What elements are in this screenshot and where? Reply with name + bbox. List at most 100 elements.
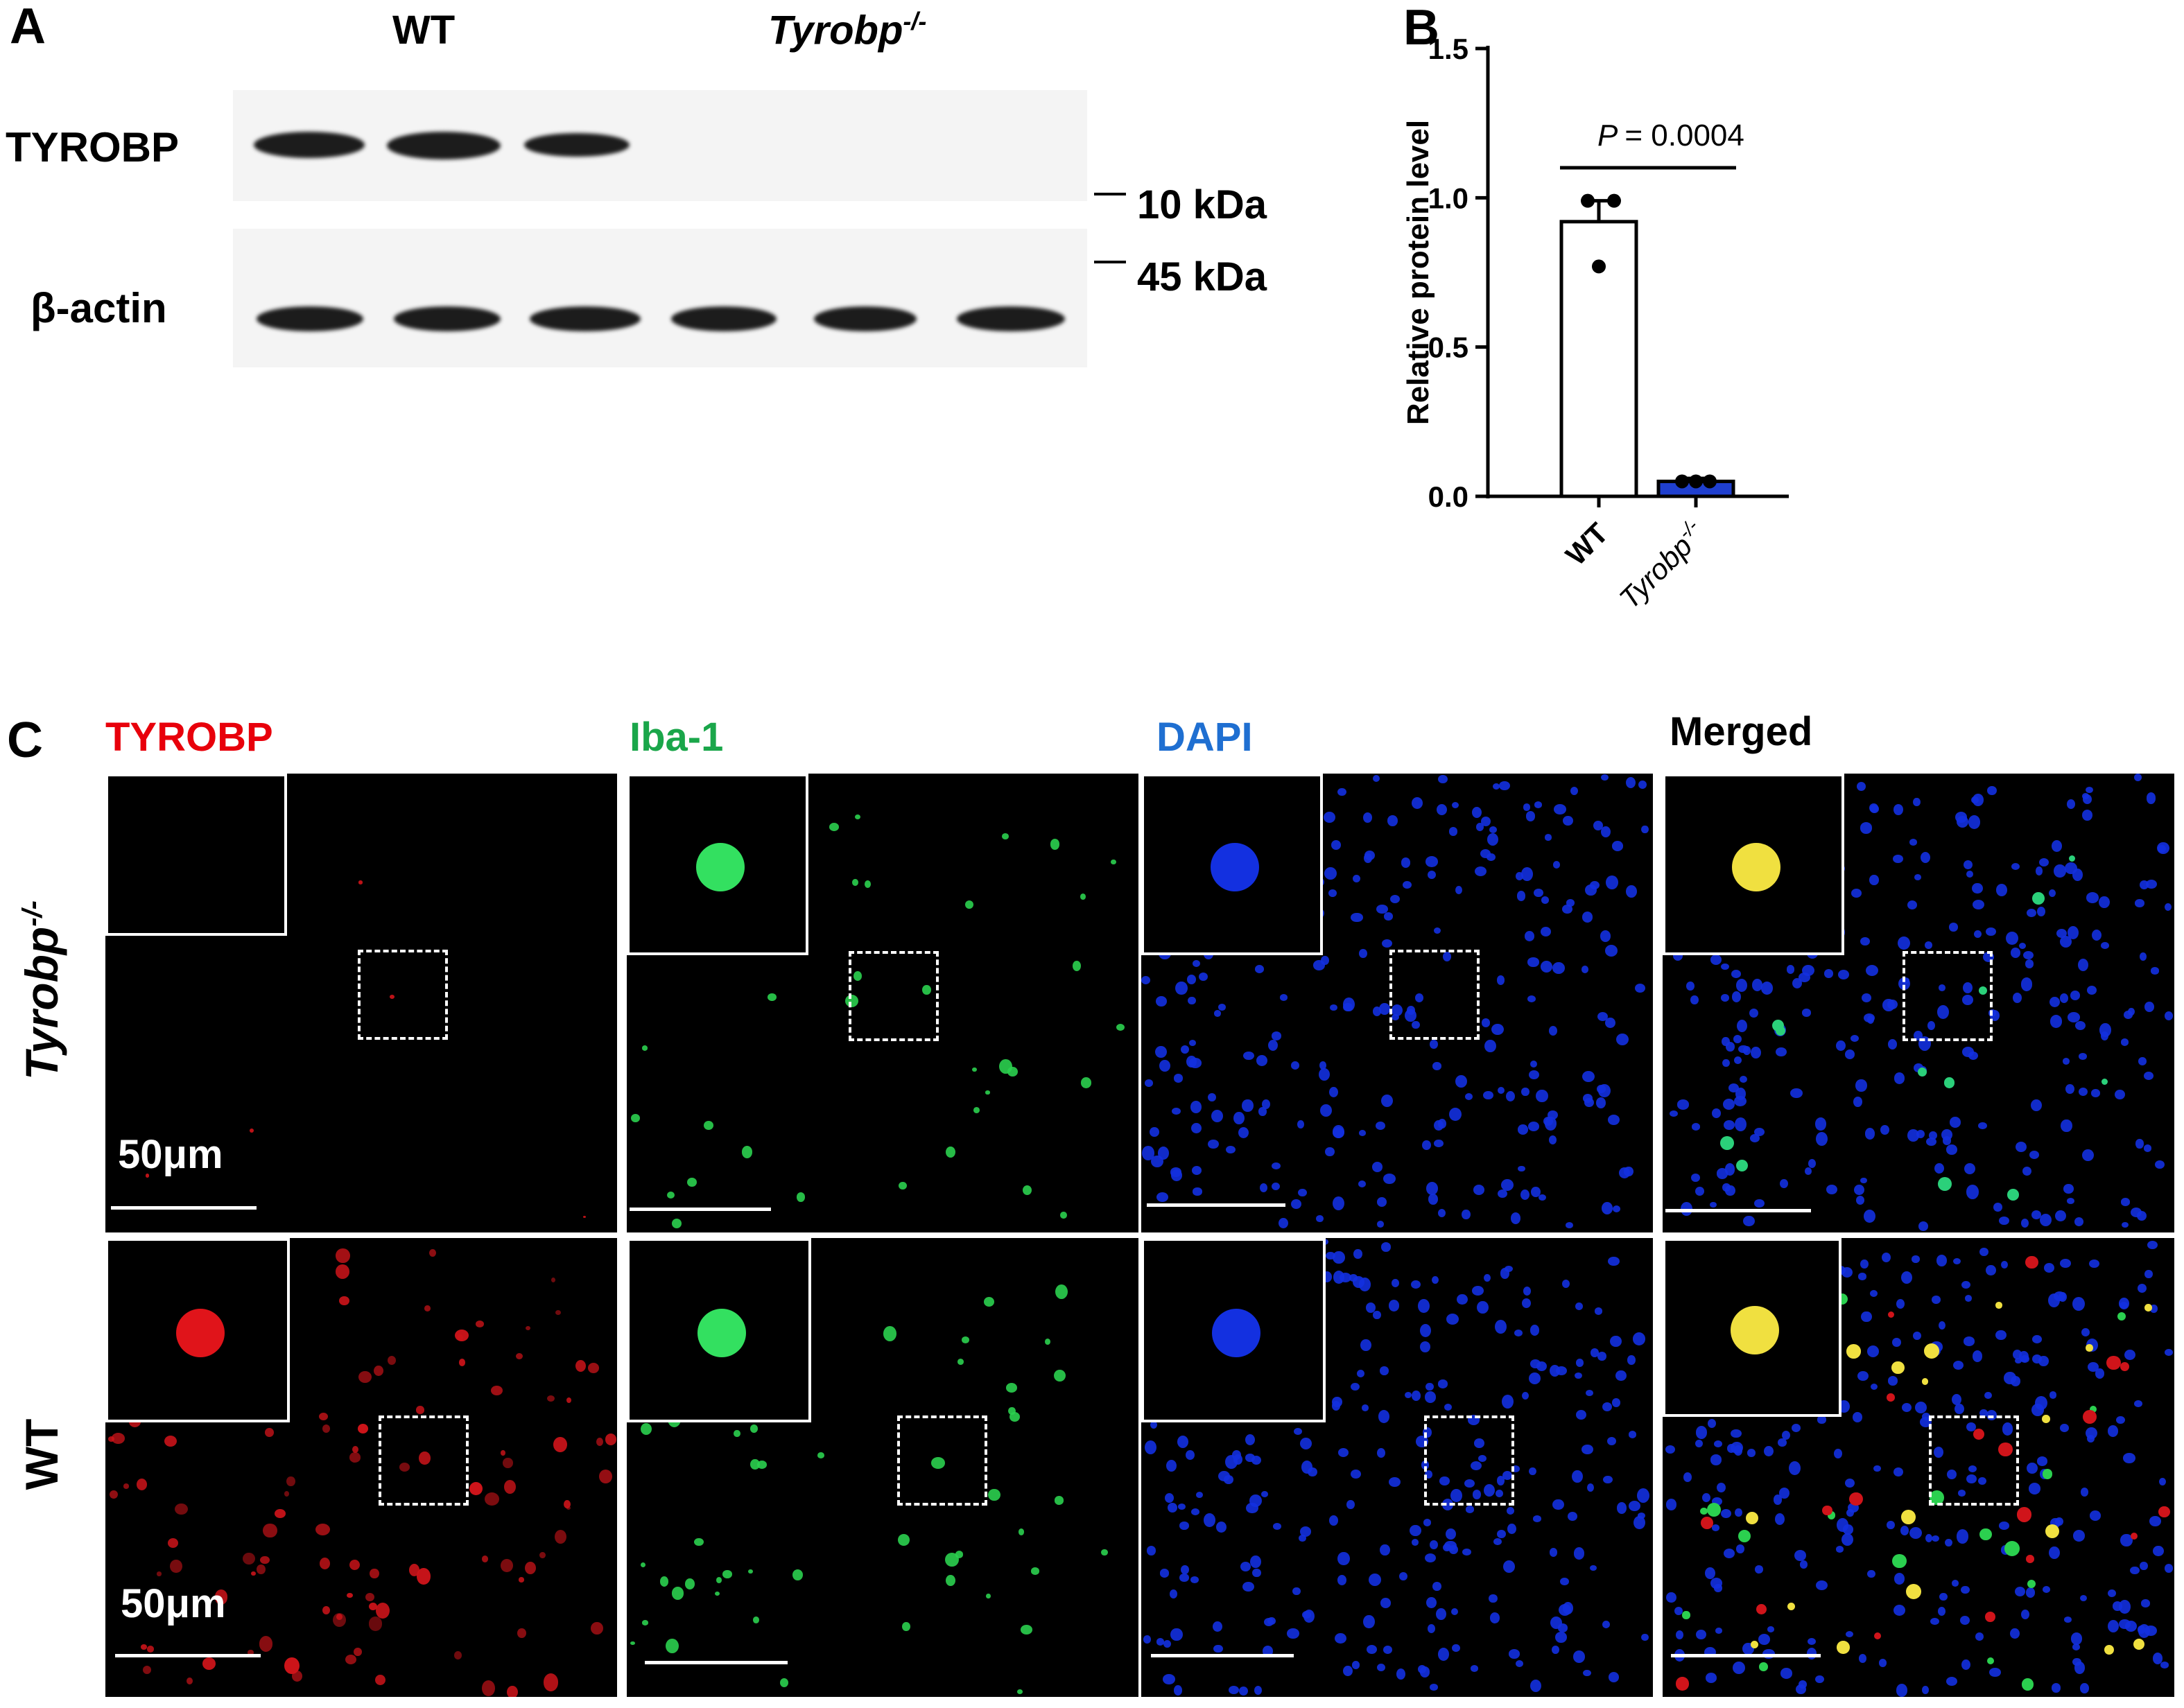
fluorescent-signal [1986, 927, 1996, 936]
fluorescent-signal [1860, 936, 1870, 946]
fluorescent-signal [1319, 1061, 1327, 1070]
fluorescent-signal [1422, 1140, 1432, 1150]
fluorescent-signal [945, 1552, 959, 1567]
zoomed-cell [1211, 843, 1259, 891]
fluorescent-signal [1553, 861, 1561, 869]
fluorescent-signal [1328, 1515, 1338, 1526]
fluorescent-signal [1245, 1434, 1256, 1446]
fluorescent-signal [1826, 1184, 1837, 1194]
fluorescent-signal [517, 1628, 527, 1639]
fluorescent-signal [1372, 775, 1380, 783]
fluorescent-signal [1583, 1669, 1591, 1677]
fluorescent-signal [642, 1620, 649, 1626]
fluorescent-signal [457, 1334, 463, 1341]
fluorescent-signal [1517, 1124, 1528, 1135]
fluorescent-signal [1445, 1528, 1456, 1540]
fluorescent-signal [1725, 1042, 1735, 1052]
fluorescent-signal [1597, 1011, 1608, 1021]
fluorescent-signal [1695, 1426, 1708, 1439]
fluorescent-signal [1907, 1129, 1919, 1142]
fluorescent-signal [1452, 1644, 1460, 1652]
fluorescent-signal [1482, 1090, 1493, 1100]
fluorescent-signal [1411, 796, 1423, 810]
zoom-inset [1663, 774, 1844, 955]
fluorescent-signal [988, 1488, 1000, 1501]
fluorescent-signal [1188, 1040, 1197, 1047]
fluorescent-signal [1487, 853, 1496, 861]
fluorescent-signal [1376, 1448, 1386, 1458]
fluorescent-signal [1271, 1031, 1282, 1040]
scale-bar [1665, 1209, 1811, 1212]
fluorescent-signal [797, 1192, 806, 1202]
fluorescent-signal [1608, 1671, 1620, 1682]
fluorescent-signal [1864, 1210, 1876, 1223]
fluorescent-signal [864, 880, 872, 888]
fluorescent-signal [1477, 1300, 1489, 1314]
fluorescent-signal [419, 1452, 431, 1465]
fluorescent-signal [1582, 1071, 1595, 1083]
fluorescent-signal [1188, 996, 1197, 1005]
row-label-tyrobp-ko-superscript: -/- [17, 900, 48, 927]
fluorescent-signal [1636, 1488, 1649, 1504]
fluorescent-signal [551, 1278, 555, 1283]
fluorescent-signal [1497, 1086, 1505, 1095]
fluorescent-signal [1346, 1499, 1355, 1510]
column-title-dapi: DAPI [1156, 715, 1253, 760]
fluorescent-signal [1949, 1117, 1961, 1128]
fluorescent-signal [714, 1591, 720, 1596]
fluorescent-signal [1516, 871, 1523, 880]
fluorescent-signal [1496, 975, 1505, 985]
fluorescent-signal [2062, 1058, 2070, 1065]
fluorescent-signal [2083, 794, 2092, 805]
fluorescent-signal [1471, 1285, 1484, 1296]
fluorescent-signal [555, 1529, 567, 1544]
fluorescent-signal [2079, 1053, 2087, 1061]
fluorescent-signal [2016, 1142, 2027, 1153]
fluorescent-signal [1575, 1410, 1586, 1420]
fluorescent-signal [547, 1395, 555, 1402]
fluorescent-signal [251, 1571, 256, 1576]
fluorescent-signal [1455, 1075, 1467, 1088]
fluorescent-signal [1159, 1569, 1170, 1578]
fluorescent-signal [388, 1356, 397, 1366]
p-value-label: P = 0.0004 [1597, 119, 1744, 152]
fluorescent-signal [1170, 1589, 1177, 1598]
fluorescent-signal [1792, 1424, 1801, 1433]
fluorescent-signal [1430, 1040, 1438, 1049]
zoom-inset [1141, 1238, 1326, 1422]
fluorescent-signal [1356, 1369, 1365, 1377]
fluorescent-signal [1392, 1279, 1400, 1287]
fluorescent-signal [322, 1424, 331, 1434]
fluorescent-signal [319, 1558, 330, 1570]
fluorescent-signal [2063, 1616, 2072, 1623]
fluorescent-signal [2086, 986, 2097, 995]
fluorescent-signal [2020, 977, 2033, 991]
fluorescent-signal [1887, 1376, 1898, 1386]
fluorescent-signal [1979, 1247, 1988, 1257]
fluorescent-signal [1998, 1442, 2013, 1457]
fluorescent-signal [1294, 1427, 1302, 1435]
fluorescent-signal [1743, 1215, 1755, 1227]
region-of-interest-box [897, 1415, 987, 1506]
fluorescent-signal [1515, 1659, 1524, 1668]
fluorescent-signal [518, 1577, 525, 1583]
fluorescent-signal [1964, 1163, 1975, 1175]
fluorescent-signal [1986, 785, 1997, 796]
fluorescent-signal [1428, 871, 1437, 880]
fluorescent-signal [1962, 995, 1974, 1006]
fluorescent-signal [1256, 1054, 1267, 1066]
fluorescent-signal [1060, 1211, 1067, 1219]
fluorescent-signal [1290, 1199, 1302, 1210]
fluorescent-signal [1714, 1440, 1722, 1448]
fluorescent-signal [1601, 826, 1611, 838]
fluorescent-signal [1966, 870, 1973, 878]
fluorescent-signal [2039, 1213, 2052, 1227]
fluorescent-signal [2031, 892, 2045, 905]
fluorescent-signal [284, 1657, 300, 1675]
fluorescent-signal [1376, 904, 1388, 914]
fluorescent-signal [1465, 1506, 1474, 1513]
fluorescent-signal [1611, 841, 1624, 852]
fluorescent-signal [1695, 1439, 1704, 1447]
fluorescent-signal [2059, 1258, 2071, 1269]
fluorescent-signal [1914, 1402, 1927, 1414]
